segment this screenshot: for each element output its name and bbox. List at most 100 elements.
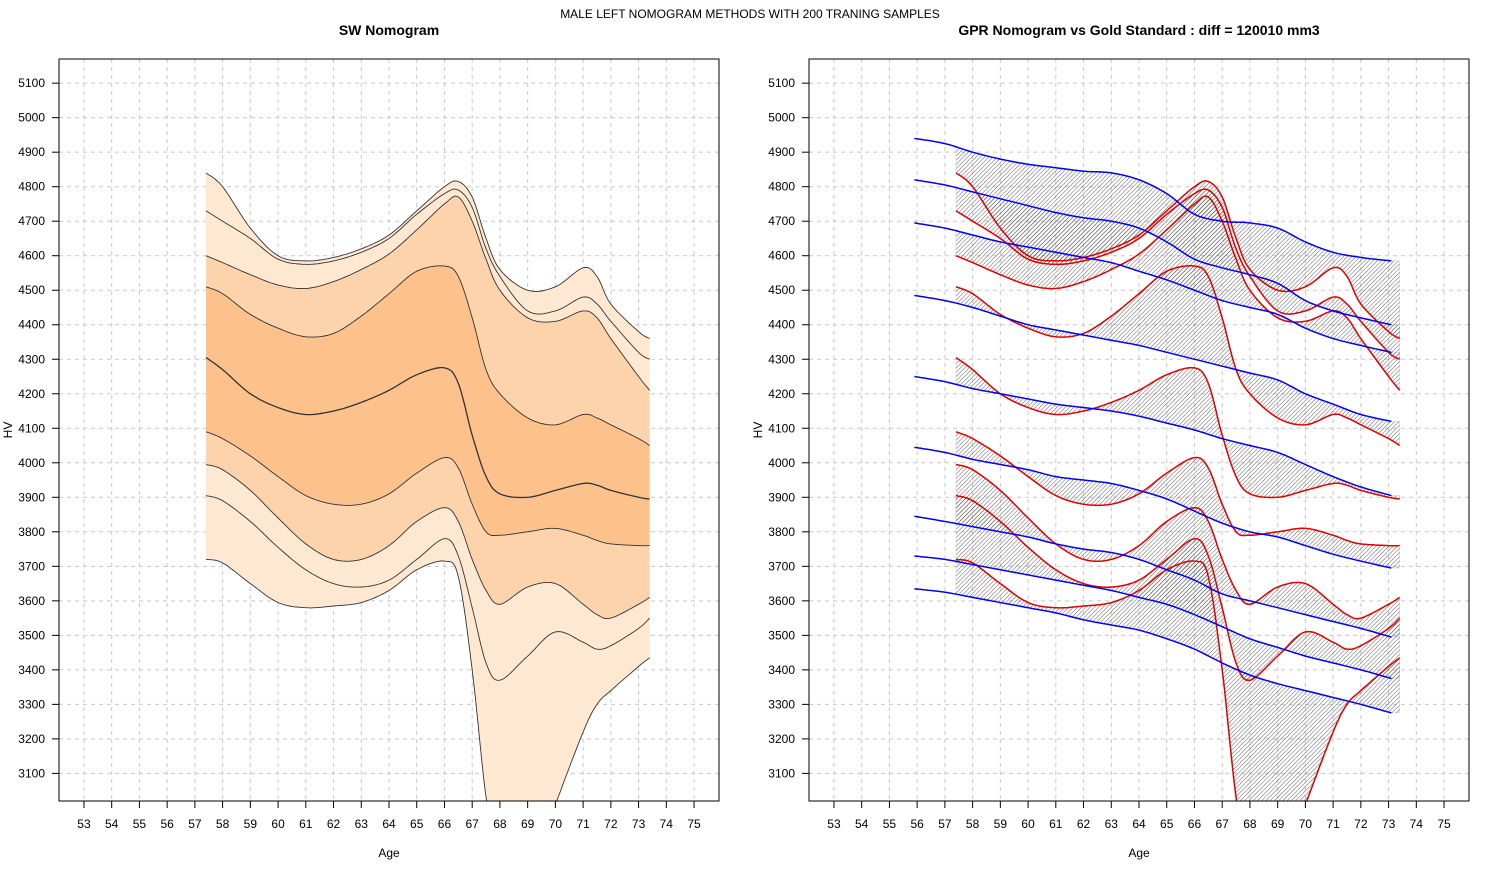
gold-standard-line (955, 356, 1400, 500)
x-tick-label: 71 (1326, 817, 1340, 831)
x-tick-label: 66 (438, 817, 452, 831)
panel-sw-nomogram: 53 54 55 56 57 58 59 60 61 62 63 64 65 66 67 68 69 70 71 72… (1, 22, 720, 860)
y-tick-label: 3300 (18, 697, 45, 711)
percentile-band (206, 357, 650, 546)
x-tick-label: 62 (327, 817, 341, 831)
y-tick-label: 3700 (18, 559, 45, 573)
x-tick-label: 58 (966, 817, 980, 831)
y-tick-label: 4800 (768, 180, 795, 194)
gpr-line (914, 137, 1392, 262)
y-tick-label: 4500 (18, 283, 45, 297)
y-tick-label: 4700 (18, 214, 45, 228)
y-tick-label: 3400 (18, 663, 45, 677)
x-tick-label: 63 (1105, 817, 1119, 831)
y-tick-label: 4300 (18, 352, 45, 366)
x-tick-label: 60 (271, 817, 285, 831)
percentile-line (205, 172, 650, 339)
y-tick-label: 3100 (18, 766, 45, 780)
x-tick-label: 64 (1132, 817, 1146, 831)
y-tick-label: 3800 (18, 525, 45, 539)
gold-standard-line (955, 494, 1401, 682)
x-tick-label: 70 (1299, 817, 1313, 831)
percentile-line (205, 495, 651, 681)
y-tick-label: 3100 (768, 766, 795, 780)
y-axis: 3100 3200 3300 3400 3500 3600 3700 3800 3900 4000… (768, 76, 809, 780)
y-tick-label: 4600 (18, 249, 45, 263)
y-tick-label: 3500 (18, 628, 45, 642)
percentile-band (206, 495, 650, 801)
y-tick-label: 4300 (768, 352, 795, 366)
y-tick-label: 3200 (768, 732, 795, 746)
y-tick-label: 4800 (18, 180, 45, 194)
x-tick-label: 58 (216, 817, 230, 831)
y-tick-label: 4700 (768, 214, 795, 228)
x-tick-label: 73 (632, 817, 646, 831)
x-tick-label: 65 (410, 817, 424, 831)
y-tick-label: 4100 (18, 421, 45, 435)
y-tick-label: 4200 (18, 387, 45, 401)
percentile-line (205, 188, 650, 360)
y-tick-label: 4900 (18, 145, 45, 159)
x-tick-label: 65 (1160, 817, 1174, 831)
percentile-band (206, 172, 650, 360)
x-tick-label: 74 (660, 817, 674, 831)
gold-standard-lines (955, 172, 1401, 801)
y-tick-label: 4000 (18, 456, 45, 470)
y-tick-label: 4900 (768, 145, 795, 159)
x-tick-label: 57 (188, 817, 202, 831)
x-tick-label: 55 (133, 817, 147, 831)
y-tick-label: 5000 (18, 111, 45, 125)
x-tick-label: 70 (549, 817, 563, 831)
percentile-line (205, 558, 650, 801)
x-tick-label: 63 (355, 817, 369, 831)
x-tick-label: 67 (466, 817, 480, 831)
x-tick-label: 67 (1216, 817, 1230, 831)
y-tick-label: 4500 (768, 283, 795, 297)
gpr-line (914, 555, 1392, 680)
y-axis-label: HV (1, 422, 15, 439)
x-tick-label: 75 (1437, 817, 1451, 831)
y-axis-label: HV (751, 422, 765, 439)
y-tick-label: 3800 (768, 525, 795, 539)
gpr-line (914, 375, 1392, 497)
x-axis: 53 54 55 56 57 58 59 60 61 62 63 64 65 66 67 68 69 70 71 72… (77, 801, 701, 831)
gold-standard-line (955, 431, 1400, 547)
x-tick-label: 62 (1077, 817, 1091, 831)
percentile-line (205, 357, 650, 500)
x-tick-label: 53 (77, 817, 91, 831)
gold-standard-line (955, 463, 1401, 620)
gold-standard-line (955, 188, 1401, 360)
x-tick-label: 72 (604, 817, 618, 831)
y-tick-label: 4400 (18, 318, 45, 332)
x-tick-label: 56 (910, 817, 924, 831)
x-tick-label: 55 (883, 817, 897, 831)
y-tick-label: 3300 (768, 697, 795, 711)
gold-standard-line (955, 558, 1401, 801)
x-axis-label: Age (1128, 846, 1150, 860)
y-tick-label: 4000 (768, 456, 795, 470)
y-tick-label: 5100 (768, 76, 795, 90)
gpr-line (914, 294, 1392, 423)
percentile-band (206, 265, 650, 499)
x-tick-label: 69 (1271, 817, 1285, 831)
gpr-line (914, 222, 1392, 354)
x-tick-label: 72 (1354, 817, 1368, 831)
percentile-line (205, 464, 650, 620)
gold-standard-line (955, 265, 1401, 447)
x-tick-label: 66 (1188, 817, 1202, 831)
gpr-line (914, 588, 1392, 714)
x-tick-label: 73 (1382, 817, 1396, 831)
gold-standard-line (955, 172, 1401, 340)
plot-area (205, 172, 651, 801)
gpr-line (914, 446, 1392, 569)
y-tick-label: 4100 (768, 421, 795, 435)
y-tick-label: 4400 (768, 318, 795, 332)
x-tick-label: 64 (382, 817, 396, 831)
y-tick-label: 3900 (18, 490, 45, 504)
x-tick-label: 69 (521, 817, 535, 831)
percentile-line (205, 195, 651, 391)
x-tick-label: 54 (105, 817, 119, 831)
x-tick-label: 75 (687, 817, 701, 831)
